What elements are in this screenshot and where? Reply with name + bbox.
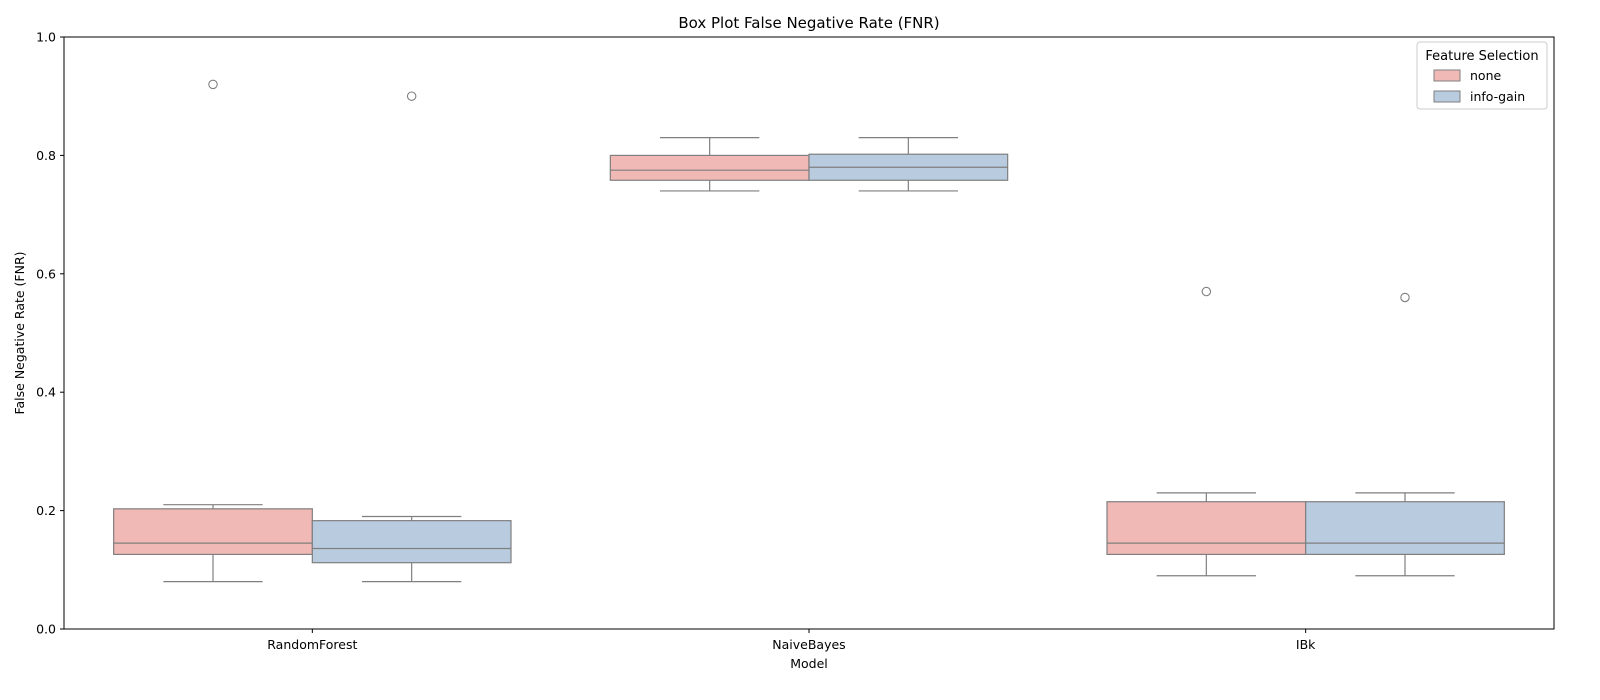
y-tick-label: 1.0 [36,30,56,45]
x-axis: RandomForest NaiveBayes IBk [267,629,1316,652]
legend-swatch-info-gain [1433,90,1461,103]
legend-label-none: none [1470,68,1501,83]
y-axis-label: False Negative Rate (FNR) [12,251,27,414]
legend-swatch-none [1433,69,1461,82]
y-axis: 0.0 0.2 0.4 0.6 0.8 1.0 [36,30,64,637]
x-axis-label: Model [790,656,828,671]
legend-label-info-gain: info-gain [1470,89,1525,104]
x-tick-label: IBk [1296,637,1316,652]
box-iqr [311,520,512,564]
box-RandomForest-none [113,79,313,583]
box-NaiveBayes-info-gain [808,137,1009,192]
box-iqr [113,508,313,556]
outlier-point [208,79,218,90]
outlier-point [406,91,417,101]
legend: Feature Selection none info-gain [1416,41,1548,110]
x-tick-label: RandomForest [267,637,357,652]
y-tick-label: 0.4 [36,385,56,400]
y-tick-label: 0.0 [36,622,56,637]
box-iqr [1305,501,1505,556]
chart-title: Box Plot False Negative Rate (FNR) [678,14,939,32]
box-iqr [609,154,810,181]
box-IBk-none [1106,286,1307,577]
y-tick-label: 0.6 [36,266,56,281]
x-tick-label: NaiveBayes [772,637,845,652]
box-RandomForest-info-gain [311,91,512,583]
legend-title: Feature Selection [1425,49,1538,64]
outlier-point [1201,286,1212,297]
y-tick-label: 0.8 [36,148,56,163]
y-tick-label: 0.2 [36,503,56,518]
box-NaiveBayes-none [609,137,810,192]
outlier-point [1400,292,1410,303]
box-iqr [1106,501,1307,556]
box-IBk-info-gain [1305,292,1505,577]
plot-area [113,79,1505,583]
